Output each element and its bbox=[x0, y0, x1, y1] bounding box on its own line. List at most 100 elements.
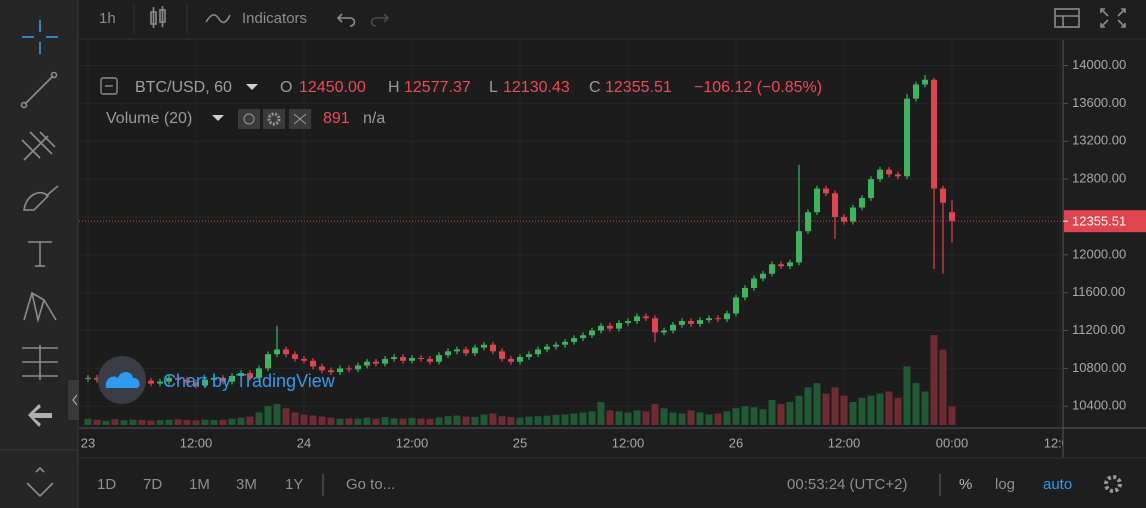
volume-title[interactable]: Volume (20) bbox=[106, 110, 192, 127]
volume-bar bbox=[147, 420, 155, 425]
candle-body bbox=[733, 297, 739, 314]
volume-bar bbox=[471, 417, 479, 425]
expand-chevron[interactable] bbox=[26, 482, 54, 498]
candle-body bbox=[706, 318, 712, 321]
chart-type-button[interactable] bbox=[150, 6, 166, 28]
candle-body bbox=[859, 198, 865, 208]
volume-bar bbox=[840, 395, 848, 425]
symbol[interactable]: BTC/USD, 60 bbox=[135, 79, 232, 96]
volume-bar bbox=[498, 416, 506, 425]
log-toggle[interactable]: log bbox=[995, 476, 1015, 493]
text-tool[interactable] bbox=[28, 241, 52, 267]
volume-bar bbox=[858, 397, 866, 425]
candle-body bbox=[283, 349, 289, 355]
visibility-button[interactable] bbox=[238, 109, 260, 129]
fullscreen-button[interactable] bbox=[1100, 8, 1126, 28]
y-tick-label: 10800.00 bbox=[1072, 360, 1126, 375]
candle-body bbox=[886, 169, 892, 175]
candle-body bbox=[463, 349, 469, 354]
brush-tool[interactable] bbox=[23, 185, 59, 211]
volume-bar bbox=[678, 413, 686, 425]
candle-body bbox=[715, 318, 721, 320]
y-tick-label: 11600.00 bbox=[1072, 284, 1125, 299]
volume-bar bbox=[804, 387, 812, 425]
candle-body bbox=[256, 368, 262, 378]
volume-bar bbox=[318, 416, 326, 425]
undo-button[interactable] bbox=[336, 13, 356, 27]
crosshair-tool[interactable] bbox=[22, 20, 58, 54]
percent-toggle[interactable]: % bbox=[959, 476, 972, 493]
range-button[interactable]: 1M bbox=[189, 476, 210, 493]
candles bbox=[79, 75, 1063, 389]
settings-button[interactable] bbox=[263, 109, 285, 129]
volume-bar bbox=[210, 420, 218, 425]
candle-body bbox=[238, 373, 244, 376]
range-button[interactable]: 1D bbox=[97, 476, 116, 493]
collapse-button[interactable] bbox=[68, 380, 82, 420]
volume-bar bbox=[588, 411, 596, 425]
volume-bar bbox=[696, 412, 704, 425]
axes: 14000.0013600.0013200.0012800.0012400.00… bbox=[1063, 57, 1146, 413]
volume-bar bbox=[381, 417, 389, 425]
candle-body bbox=[274, 349, 280, 355]
fib-tool[interactable] bbox=[21, 131, 56, 161]
candle-body bbox=[913, 84, 919, 99]
layout-button[interactable] bbox=[1054, 8, 1080, 28]
x-tick-label: 12:00 bbox=[1044, 435, 1077, 450]
settings-gear[interactable] bbox=[1104, 475, 1122, 493]
candle-body bbox=[229, 375, 235, 382]
line-tool[interactable] bbox=[20, 71, 58, 109]
indicators-button[interactable]: Indicators bbox=[242, 10, 307, 27]
watermark[interactable]: Chart by TradingView bbox=[163, 371, 336, 391]
candle-body bbox=[508, 358, 514, 362]
volume-menu[interactable] bbox=[212, 115, 224, 121]
goto-button[interactable]: Go to... bbox=[346, 476, 395, 493]
candle-body bbox=[544, 346, 550, 350]
candle-body bbox=[904, 98, 910, 177]
collapse-legend[interactable] bbox=[100, 77, 118, 95]
eye-icon bbox=[243, 113, 255, 125]
x-tick-label: 25 bbox=[513, 435, 527, 450]
watermark-cloud bbox=[105, 372, 140, 388]
volume-bar bbox=[435, 417, 443, 425]
last-price-label: 12355.51 bbox=[1072, 214, 1126, 229]
volume-bar bbox=[660, 408, 668, 425]
candle-body bbox=[472, 347, 478, 354]
candle-body bbox=[580, 335, 586, 339]
pattern-tool[interactable] bbox=[23, 291, 57, 324]
range-button[interactable]: 3M bbox=[236, 476, 257, 493]
candle-body bbox=[220, 377, 226, 382]
candle-body bbox=[211, 377, 217, 380]
candle-body bbox=[724, 313, 730, 320]
x-tick-label: 24 bbox=[297, 435, 311, 450]
volume-bar bbox=[939, 349, 947, 425]
volume-bar bbox=[219, 419, 227, 425]
volume-bar bbox=[273, 404, 281, 425]
volume-value: 891 bbox=[323, 110, 350, 127]
candle-body bbox=[526, 354, 532, 358]
auto-toggle[interactable]: auto bbox=[1043, 476, 1072, 493]
volume-bar bbox=[912, 383, 920, 425]
redo-button[interactable] bbox=[370, 13, 390, 27]
volume-ma: n/a bbox=[363, 110, 385, 127]
volume-bar bbox=[120, 420, 128, 425]
range-button[interactable]: 1Y bbox=[285, 476, 303, 493]
volume-bar bbox=[426, 418, 434, 425]
volume-bar bbox=[93, 419, 101, 425]
range-button[interactable]: 7D bbox=[143, 476, 162, 493]
volume-bar bbox=[795, 395, 803, 425]
volume-bar bbox=[741, 406, 749, 425]
scroll-up[interactable] bbox=[35, 466, 45, 473]
volume-bar bbox=[372, 418, 380, 425]
x-tick-label: 12:00 bbox=[612, 435, 645, 450]
measure-tool[interactable] bbox=[22, 345, 58, 380]
back-tool[interactable] bbox=[28, 404, 52, 427]
candle-body bbox=[616, 322, 622, 329]
volume-bar bbox=[651, 404, 659, 425]
candle-body bbox=[607, 325, 613, 329]
interval-button[interactable]: 1h bbox=[99, 10, 116, 27]
volume-bar bbox=[885, 391, 893, 425]
symbol-menu[interactable] bbox=[246, 84, 258, 90]
low-value: 12130.43 bbox=[503, 79, 570, 96]
